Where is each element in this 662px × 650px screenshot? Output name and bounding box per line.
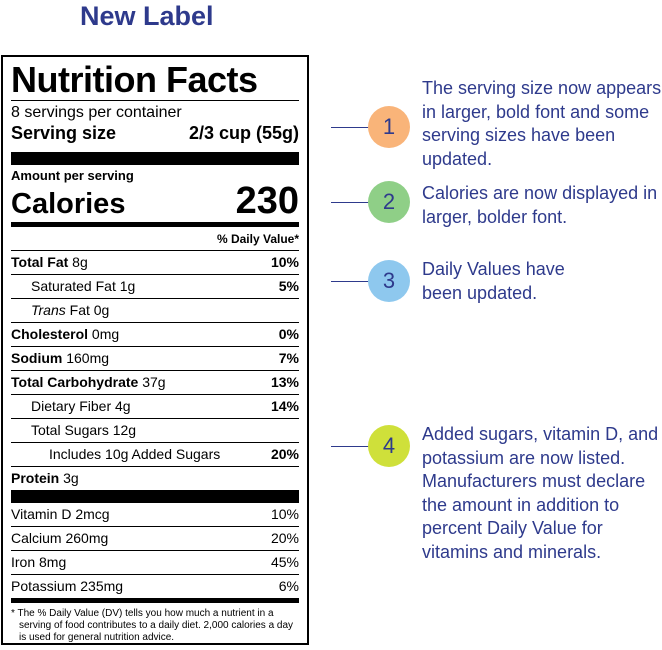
vitamin-name: Iron 8mg xyxy=(11,554,67,570)
footnote: * The % Daily Value (DV) tells you how m… xyxy=(11,608,294,643)
page-title: New Label xyxy=(80,1,214,31)
serving-size-row: Serving size 2/3 cup (55g) xyxy=(11,122,299,144)
nutrient-name: Trans xyxy=(31,302,66,318)
nutrient-amount: Includes 10g Added Sugars xyxy=(49,446,221,462)
calories-row: Calories 230 xyxy=(11,180,299,222)
vitamin-row-calcium: Calcium 260mg 20% xyxy=(11,526,299,550)
nutrient-amount: 3g xyxy=(59,470,79,486)
nutrient-amount: 8g xyxy=(68,254,88,270)
nutrient-row-total-carbohydrate: Total Carbohydrate 37g 13% xyxy=(11,370,299,394)
vitamin-row-potassium: Potassium 235mg 6% xyxy=(11,574,299,598)
servings-per-container: 8 servings per container xyxy=(11,104,182,121)
nutrient-amount: 0mg xyxy=(88,326,120,342)
callout-number-3: 3 xyxy=(368,260,410,302)
nutrient-name: Total Carbohydrate xyxy=(11,374,139,390)
vitamin-row-vitamin-d: Vitamin D 2mcg 10% xyxy=(11,503,299,526)
amount-per-serving: Amount per serving xyxy=(11,168,134,183)
nutrient-row-protein: Protein 3g xyxy=(11,466,299,490)
leader-line xyxy=(331,446,371,447)
nutrient-name: Total Fat xyxy=(11,254,69,270)
nutrient-amount: Fat 0g xyxy=(65,302,110,318)
nutrient-row-total-sugars: Total Sugars 12g xyxy=(11,418,299,442)
nutrient-row-dietary-fiber: Dietary Fiber 4g 14% xyxy=(11,394,299,418)
callout-text-4: Added sugars, vitamin D, and potassium a… xyxy=(422,424,659,562)
callout-text-3: Daily Values have been updated. xyxy=(422,259,565,303)
vitamin-name: Potassium 235mg xyxy=(11,578,124,594)
label-title: Nutrition Facts xyxy=(11,59,258,100)
nutrient-row-added-sugars: Includes 10g Added Sugars 20% xyxy=(11,442,299,466)
nutrient-percent: 20% xyxy=(270,446,299,462)
callout-text-2: Calories are now displayed in larger, bo… xyxy=(422,183,658,227)
nutrient-percent: 14% xyxy=(270,398,299,414)
nutrition-label: Nutrition Facts 8 servings per container… xyxy=(1,55,309,645)
nutrient-name: Cholesterol xyxy=(11,326,89,342)
vitamin-name: Vitamin D 2mcg xyxy=(11,506,110,522)
heavy-divider xyxy=(11,490,299,503)
callout-number-4: 4 xyxy=(368,425,410,467)
nutrient-amount: Dietary Fiber 4g xyxy=(31,398,131,414)
nutrient-amount: 37g xyxy=(138,374,166,390)
leader-line xyxy=(331,202,371,203)
callout-number-1: 1 xyxy=(368,106,410,148)
serving-size-value: 2/3 cup (55g) xyxy=(188,123,299,143)
nutrient-percent: 5% xyxy=(278,278,299,294)
nutrient-name: Sodium xyxy=(11,350,63,366)
vitamin-percent: 10% xyxy=(270,506,299,522)
nutrient-name: Protein xyxy=(11,470,60,486)
nutrient-percent: 0% xyxy=(278,326,299,342)
nutrient-percent: 10% xyxy=(270,254,299,270)
medium-divider xyxy=(11,222,299,227)
leader-line xyxy=(331,281,371,282)
vitamin-percent: 20% xyxy=(270,530,299,546)
vitamin-percent: 45% xyxy=(270,554,299,570)
callout-text-1: The serving size now appears in larger, … xyxy=(422,78,662,169)
vitamin-percent: 6% xyxy=(278,578,299,594)
calories-label: Calories xyxy=(11,188,126,220)
nutrient-row-sodium: Sodium 160mg 7% xyxy=(11,346,299,370)
heavy-divider xyxy=(11,152,299,165)
nutrient-amount: Total Sugars 12g xyxy=(31,422,137,438)
serving-size-label: Serving size xyxy=(11,123,117,143)
nutrient-amount: 160mg xyxy=(62,350,110,366)
daily-value-header: % Daily Value* xyxy=(216,232,299,246)
divider xyxy=(11,100,299,101)
nutrient-row-total-fat: Total Fat 8g 10% xyxy=(11,250,299,274)
nutrient-percent: 13% xyxy=(270,374,299,390)
vitamin-name: Calcium 260mg xyxy=(11,530,109,546)
vitamin-row-iron: Iron 8mg 45% xyxy=(11,550,299,574)
nutrient-percent: 7% xyxy=(278,350,299,366)
calories-value: 230 xyxy=(235,180,299,222)
medium-divider xyxy=(11,598,299,603)
callout-number-2: 2 xyxy=(368,181,410,223)
nutrient-amount: Saturated Fat 1g xyxy=(31,278,136,294)
nutrient-row-cholesterol: Cholesterol 0mg 0% xyxy=(11,322,299,346)
nutrient-row-saturated-fat: Saturated Fat 1g 5% xyxy=(11,274,299,298)
leader-line xyxy=(331,127,371,128)
nutrient-row-trans-fat: Trans Fat 0g xyxy=(11,298,299,322)
